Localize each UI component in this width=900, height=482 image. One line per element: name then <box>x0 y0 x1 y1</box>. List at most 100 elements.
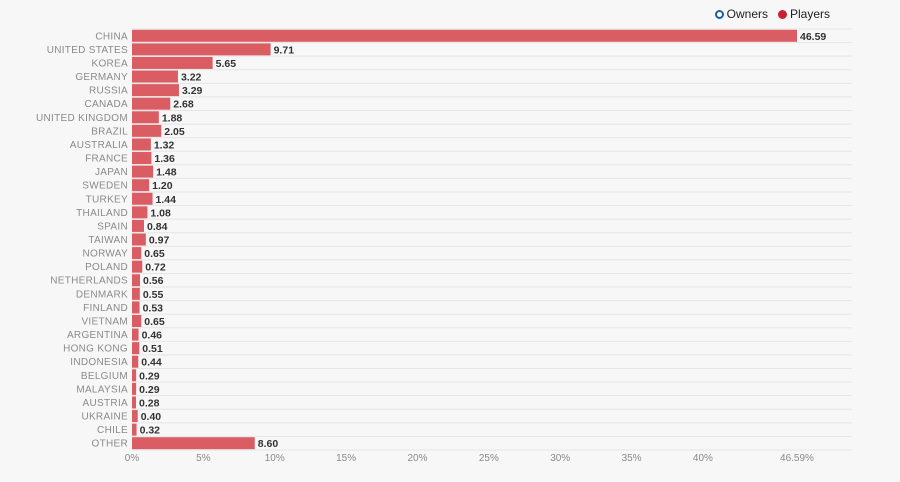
x-tick-label: 46.59% <box>780 453 814 464</box>
x-tick-label: 20% <box>407 453 427 464</box>
value-label: 1.08 <box>150 207 171 219</box>
value-label: 9.71 <box>274 44 295 56</box>
category-label: KOREA <box>91 58 128 69</box>
value-label: 1.48 <box>156 167 177 179</box>
bar-canada <box>132 97 171 110</box>
bar-korea <box>132 56 213 69</box>
category-label: CHINA <box>95 31 128 42</box>
category-label: POLAND <box>85 262 128 273</box>
value-label: 0.55 <box>143 289 164 301</box>
bar-argentina <box>132 328 139 341</box>
category-label: HONG KONG <box>63 344 128 355</box>
value-label: 0.56 <box>143 275 164 287</box>
legend-owners[interactable]: Owners <box>714 7 768 21</box>
category-label: JAPAN <box>95 167 128 178</box>
category-label: VIETNAM <box>81 316 128 327</box>
category-label: THAILAND <box>76 208 128 219</box>
x-tick-label: 15% <box>336 453 356 464</box>
category-label: CANADA <box>85 99 129 110</box>
bar-netherlands <box>132 274 140 287</box>
bar-france <box>132 152 152 165</box>
bar-germany <box>132 70 178 83</box>
x-tick-label: 10% <box>265 453 285 464</box>
bar-denmark <box>132 287 140 300</box>
legend: Owners Players <box>714 7 830 21</box>
value-label: 8.60 <box>258 438 279 450</box>
bar-united-states <box>132 43 271 56</box>
x-tick-label: 5% <box>196 453 211 464</box>
x-tick-label: 25% <box>479 453 499 464</box>
category-label: NETHERLANDS <box>50 276 128 287</box>
value-label: 0.84 <box>147 221 168 233</box>
value-label: 0.65 <box>144 316 165 328</box>
value-label: 1.32 <box>154 139 175 151</box>
value-label: 0.29 <box>139 370 160 382</box>
bar-norway <box>132 247 142 260</box>
bar-ukraine <box>132 410 138 423</box>
category-label: INDONESIA <box>70 357 128 368</box>
bar-thailand <box>132 206 148 219</box>
category-label: DENMARK <box>76 289 128 300</box>
bar-taiwan <box>132 233 146 246</box>
value-label: 0.44 <box>141 357 162 369</box>
bar-united-kingdom <box>132 111 159 124</box>
category-label: UNITED KINGDOM <box>36 113 128 124</box>
x-tick-label: 35% <box>622 453 642 464</box>
value-label: 0.72 <box>145 262 166 274</box>
value-label: 0.51 <box>142 343 163 355</box>
category-label: TAIWAN <box>88 235 128 246</box>
category-label: MALAYSIA <box>76 384 128 395</box>
bar-russia <box>132 84 179 97</box>
bar-china <box>132 29 797 42</box>
bar-finland <box>132 301 140 314</box>
bar-malaysia <box>132 382 137 395</box>
legend-players[interactable]: Players <box>777 7 830 21</box>
bar-indonesia <box>132 355 139 368</box>
value-label: 0.65 <box>144 248 165 260</box>
value-label: 0.29 <box>139 384 160 396</box>
category-label: RUSSIA <box>89 86 128 97</box>
legend-owners-label: Owners <box>726 7 768 21</box>
category-label: UKRAINE <box>81 412 128 423</box>
bar-poland <box>132 260 143 273</box>
value-label: 1.44 <box>156 194 177 206</box>
category-label: AUSTRIA <box>83 398 128 409</box>
category-label: BRAZIL <box>91 126 128 137</box>
bar-chile <box>132 423 137 436</box>
value-label: 0.32 <box>140 425 161 437</box>
category-label: FINLAND <box>83 303 128 314</box>
bar-hong-kong <box>132 342 140 355</box>
value-label: 1.88 <box>162 112 183 124</box>
value-label: 0.97 <box>149 235 170 247</box>
category-label: SPAIN <box>97 221 128 232</box>
bar-turkey <box>132 192 153 205</box>
category-label: TURKEY <box>86 194 128 205</box>
category-label: ARGENTINA <box>67 330 128 341</box>
bar-australia <box>132 138 151 151</box>
category-label: SWEDEN <box>82 181 128 192</box>
bar-belgium <box>132 369 137 382</box>
category-label: CHILE <box>97 425 128 436</box>
x-tick-label: 0% <box>125 453 140 464</box>
value-label: 2.68 <box>173 99 194 111</box>
value-label: 3.29 <box>182 85 203 97</box>
category-label: FRANCE <box>85 154 128 165</box>
value-label: 1.36 <box>154 153 175 165</box>
bar-austria <box>132 396 136 409</box>
value-label: 2.05 <box>164 126 185 138</box>
bar-other <box>132 437 255 450</box>
legend-players-swatch <box>777 9 787 19</box>
legend-players-label: Players <box>789 7 830 21</box>
bar-vietnam <box>132 314 142 327</box>
value-label: 1.20 <box>152 180 173 192</box>
x-tick-label: 30% <box>550 453 570 464</box>
value-label: 5.65 <box>216 58 237 70</box>
category-label: UNITED STATES <box>47 45 128 56</box>
x-tick-label: 40% <box>693 453 713 464</box>
bar-japan <box>132 165 154 178</box>
value-label: 0.28 <box>139 397 160 409</box>
legend-owners-swatch <box>714 9 724 19</box>
category-label: BELGIUM <box>81 371 128 382</box>
